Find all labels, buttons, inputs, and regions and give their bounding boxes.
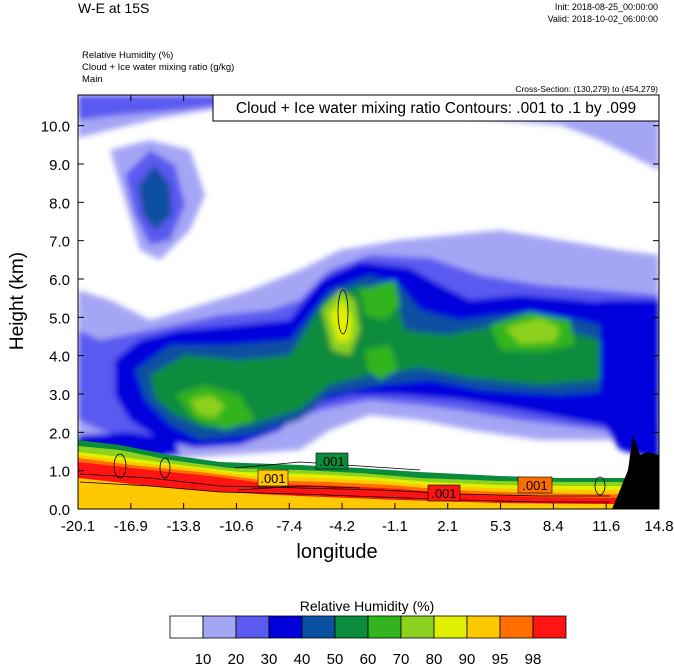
humidity-field	[78, 95, 659, 509]
x-tick-label: -20.1	[61, 518, 95, 535]
x-tick-label: -4.2	[329, 518, 355, 535]
colorbar-label: 20	[228, 651, 245, 667]
y-tick-label: 10.0	[41, 119, 70, 136]
y-tick-label: 3.0	[49, 387, 70, 404]
colorbar-label: 40	[294, 651, 311, 667]
colorbar: 10 20 30 40 50 60 70 80 90 95 98	[169, 615, 567, 667]
init-time: Init: 2018-08-25_00:00:00	[554, 2, 658, 12]
field-label-rh: Relative Humidity (%)	[82, 50, 174, 61]
colorbar-swatch	[334, 615, 369, 639]
y-tick-label: 9.0	[49, 157, 70, 174]
colorbar-label: 10	[195, 651, 212, 667]
field-label-main: Main	[82, 74, 103, 85]
y-axis-label: Height (km)	[7, 251, 28, 351]
colorbar-swatch	[202, 615, 237, 639]
x-tick-label: 14.8	[644, 518, 673, 535]
x-tick-label: -13.8	[167, 518, 201, 535]
y-axis: 0.0 1.0 2.0 3.0 4.0 5.0 6.0 7.0 8.0 9.0 10.0	[41, 119, 659, 519]
contour-info-text: Cloud + Ice water mixing ratio Contours:…	[236, 100, 636, 117]
valid-time: Valid: 2018-10-02_06:00:00	[547, 14, 658, 24]
colorbar-swatch	[433, 615, 468, 639]
plot-title: W-E at 15S	[78, 0, 150, 16]
colorbar-title: Relative Humidity (%)	[299, 598, 435, 614]
x-tick-label: 2.1	[437, 518, 458, 535]
y-tick-label: 7.0	[49, 234, 70, 251]
y-tick-label: 6.0	[49, 272, 70, 289]
y-tick-label: 0.0	[49, 502, 70, 519]
x-tick-label: 5.3	[490, 518, 511, 535]
colorbar-swatch	[466, 615, 501, 639]
colorbar-swatch	[367, 615, 402, 639]
colorbar-swatch	[268, 615, 303, 639]
x-tick-label: 8.4	[543, 518, 564, 535]
colorbar-swatch	[532, 615, 567, 639]
colorbar-swatch	[169, 615, 204, 639]
x-tick-label: -16.9	[114, 518, 148, 535]
colorbar-label: 95	[492, 651, 509, 667]
contour-labels: .001 .001 .001 .001	[257, 452, 553, 502]
colorbar-label: 98	[525, 651, 542, 667]
x-axis: -20.1 -16.9 -13.8 -10.6 -7.4 -4.2 -1.1 2.1 5.3 8.…	[61, 95, 674, 535]
y-tick-label: 4.0	[49, 349, 70, 366]
colorbar-swatch	[400, 615, 435, 639]
field-label-cloud: Cloud + Ice water mixing ratio (g/kg)	[82, 62, 235, 73]
colorbar-label: 80	[426, 651, 443, 667]
contour-info-box	[212, 94, 660, 122]
x-tick-label: 11.6	[592, 518, 620, 535]
colorbar-swatch	[301, 615, 336, 639]
colorbar-swatch	[235, 615, 270, 639]
colorbar-label: 50	[327, 651, 344, 667]
colorbar-swatch	[499, 615, 534, 639]
x-axis-label: longitude	[296, 541, 378, 563]
contour-label: .001	[319, 454, 344, 469]
y-tick-label: 5.0	[49, 310, 70, 327]
contour-label: .001	[260, 471, 285, 486]
cross-section-label: Cross-Section: (130,279) to (454,279)	[515, 84, 658, 94]
y-tick-label: 1.0	[49, 464, 70, 481]
y-tick-label: 2.0	[49, 425, 70, 442]
y-tick-label: 8.0	[49, 195, 70, 212]
contour-label: .001	[522, 478, 547, 493]
contour-label: .001	[431, 486, 456, 501]
colorbar-label: 30	[261, 651, 278, 667]
x-tick-label: -7.4	[276, 518, 302, 535]
colorbar-label: 60	[360, 651, 377, 667]
colorbar-label: 70	[393, 651, 410, 667]
x-tick-label: -1.1	[382, 518, 408, 535]
x-tick-label: -10.6	[219, 518, 253, 535]
colorbar-label: 90	[459, 651, 476, 667]
